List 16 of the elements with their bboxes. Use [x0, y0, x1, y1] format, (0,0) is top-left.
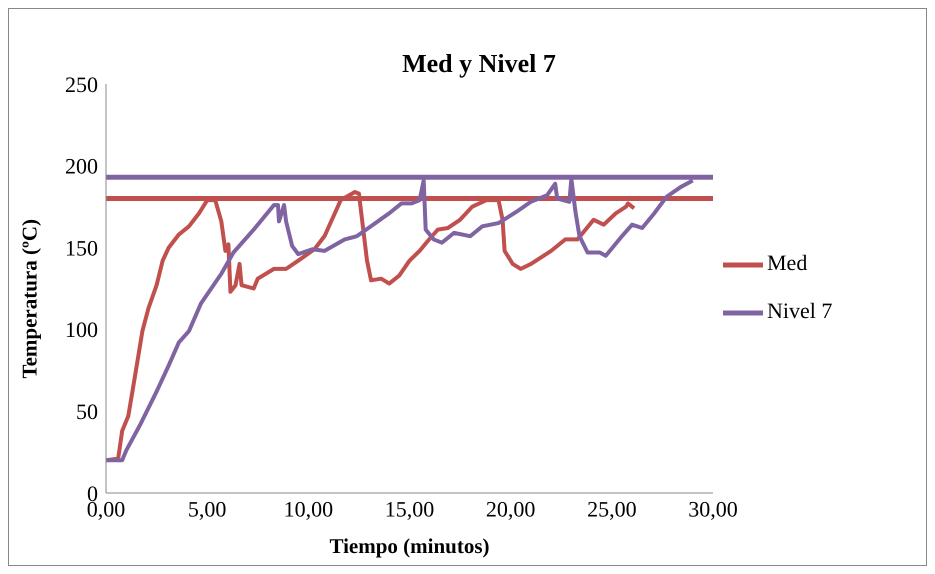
y-tick-label: 150 [65, 235, 98, 260]
y-axis-title: Temperatura (ºC) [17, 218, 42, 378]
x-tick-label: 30,00 [688, 496, 738, 522]
x-tick-label: 25,00 [587, 496, 637, 522]
x-tick-label: 15,00 [384, 496, 434, 522]
x-tick-label: 10,00 [284, 496, 334, 522]
chart-title: Med y Nivel 7 [402, 49, 556, 78]
x-tick-label: 20,00 [486, 496, 536, 522]
y-tick-label: 50 [76, 399, 98, 424]
legend-label: Nivel 7 [767, 298, 832, 323]
y-tick-label: 100 [65, 317, 98, 342]
x-axis-title: Tiempo (minutos) [329, 534, 490, 558]
legend-label: Med [767, 250, 808, 275]
y-tick-label: 200 [65, 154, 98, 179]
x-tick-label: 5,00 [188, 496, 226, 522]
y-tick-label: 250 [65, 72, 98, 97]
